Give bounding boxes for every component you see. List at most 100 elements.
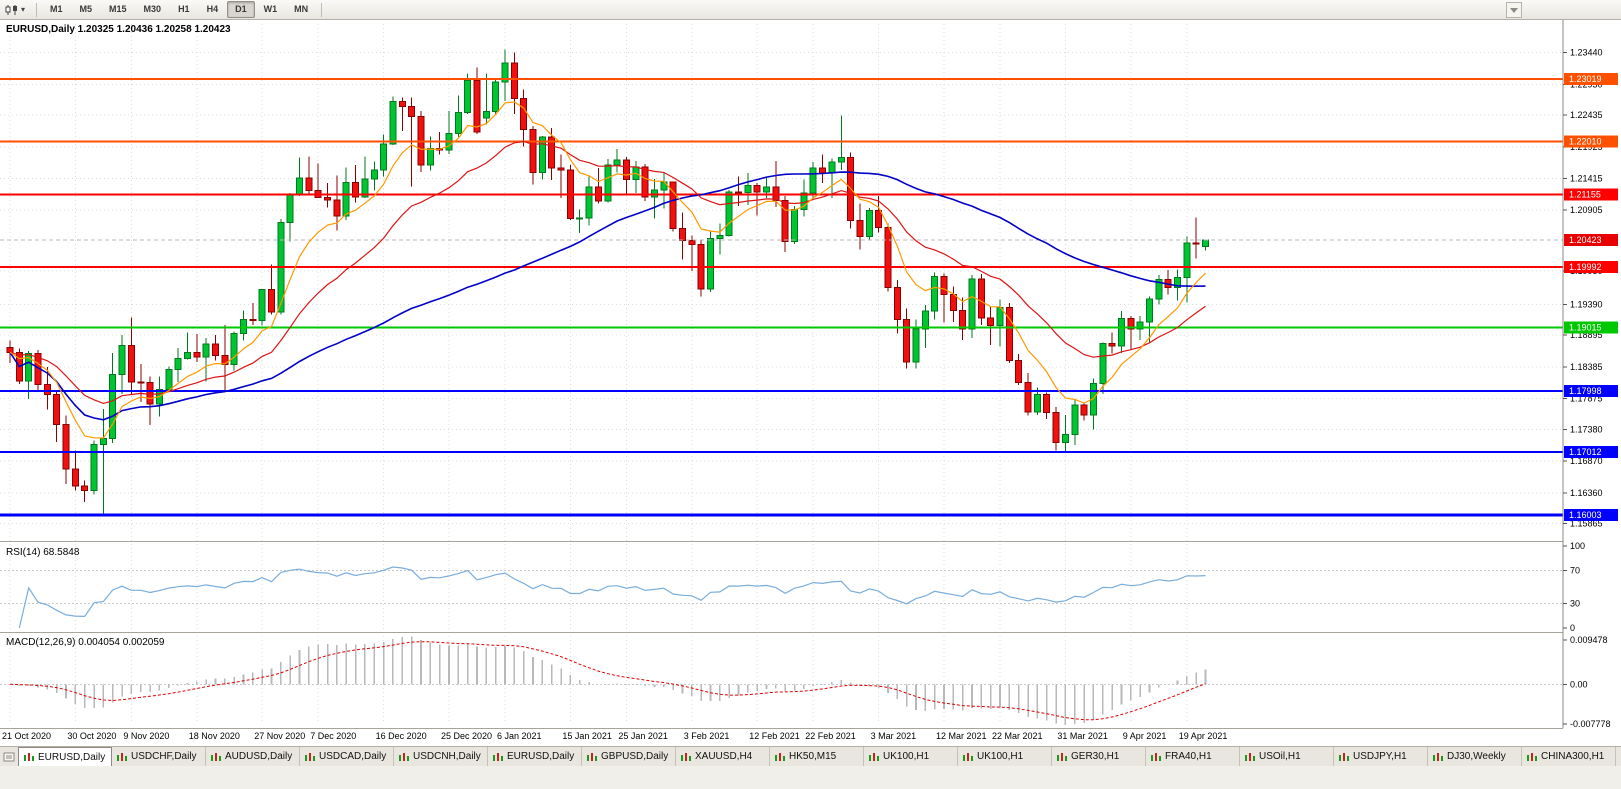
chart-window-icon — [1057, 752, 1067, 762]
panel-separators[interactable] — [0, 541, 1621, 729]
rsi-line — [18, 566, 1206, 629]
candle-body — [707, 238, 714, 290]
level-price-tag — [1564, 508, 1618, 521]
candle-body — [1202, 239, 1209, 247]
chart-tab[interactable]: USDCAD,Daily — [300, 747, 394, 766]
candlestick-series — [6, 49, 1209, 514]
moving-average-lines — [9, 101, 1206, 439]
candle-body — [174, 358, 182, 371]
candle-body — [538, 136, 546, 174]
candle-body — [380, 143, 388, 171]
chart-tab[interactable]: EURUSD,Daily — [18, 747, 112, 766]
chart-tab[interactable]: AUDUSD,Daily — [206, 747, 300, 766]
candle-body — [333, 199, 341, 217]
timeframe-button-m15[interactable]: M15 — [109, 4, 127, 14]
level-price-tag — [1564, 321, 1618, 334]
candle-body — [492, 81, 500, 113]
dropdown-arrow-icon[interactable]: ▾ — [21, 5, 26, 14]
chart-tab[interactable]: FRA40,H1 — [1146, 747, 1240, 766]
candle-body — [903, 318, 911, 363]
candle-body — [1043, 394, 1051, 414]
chart-tab[interactable]: USOil,H1 — [1240, 747, 1334, 766]
candle-body — [585, 186, 593, 219]
price-axis-label: 1.22435 — [1570, 110, 1603, 120]
timeframe-button-m1[interactable]: M1 — [50, 4, 63, 14]
price-axis-label: 1.23440 — [1570, 48, 1603, 58]
candle-body — [464, 80, 472, 113]
chart-tab-label: GER30,H1 — [1071, 751, 1120, 762]
toolbar-separator — [36, 2, 37, 17]
chart-tab[interactable]: EURUSD,Daily — [488, 747, 582, 766]
toolbar-separator — [321, 2, 323, 17]
chart-window-icon — [1245, 752, 1255, 762]
candle-body — [127, 344, 135, 383]
candle-body — [240, 318, 247, 335]
macd-indicator-label: MACD(12,26,9) 0.004054 0.002059 — [6, 637, 165, 648]
candle-body — [286, 194, 294, 223]
chart-tab[interactable]: GER30,H1 — [1052, 747, 1146, 766]
candle-body — [370, 169, 378, 180]
timeframe-button-h1[interactable]: H1 — [178, 4, 190, 14]
timeframe-button-mn[interactable]: MN — [294, 4, 309, 14]
time-axis-label: 15 Jan 2021 — [562, 731, 612, 741]
price-axis-label: 1.17380 — [1570, 424, 1603, 434]
window-list-icon[interactable] — [0, 747, 18, 766]
candle-body — [931, 275, 939, 312]
chart-tab-label: UK100,H1 — [977, 751, 1024, 762]
chart-tab[interactable]: GBPUSD,Daily — [582, 747, 676, 766]
candle-body — [165, 369, 173, 391]
candle-body — [520, 98, 528, 131]
chart-window-icon — [493, 752, 503, 762]
chart-window-icon — [775, 752, 785, 762]
candle-body — [398, 101, 406, 108]
timeframe-button-h4[interactable]: H4 — [206, 4, 219, 14]
time-axis-label: 16 Dec 2020 — [376, 731, 427, 741]
chart-window-icon — [211, 752, 221, 762]
candle-body — [744, 185, 752, 194]
chart-tab-label: CHINA300,H1 — [1541, 751, 1605, 762]
price-axis[interactable]: 1.234401.229301.224351.219251.214151.209… — [1562, 20, 1621, 746]
time-axis[interactable]: 21 Oct 2020 30 Oct 2020 9 Nov 2020 18 Nov 2… — [2, 731, 1227, 741]
candle-body — [118, 344, 126, 376]
chart-tab[interactable]: USDCNH,Daily — [394, 747, 488, 766]
chart-tab[interactable]: HK50,M15 — [770, 747, 864, 766]
chart-tab[interactable]: XAUUSD,H4 — [676, 747, 770, 766]
chart-style-icon[interactable] — [3, 2, 21, 18]
candle-body — [1192, 242, 1200, 245]
candle-body — [856, 220, 864, 238]
chart-tab[interactable]: UK100,H1 — [864, 747, 958, 766]
time-axis-label: 12 Feb 2021 — [749, 731, 800, 741]
time-axis-label: 7 Dec 2020 — [310, 731, 356, 741]
timeframe-button-m30[interactable]: M30 — [143, 4, 162, 14]
level-price-tag-label: 1.19992 — [1569, 262, 1602, 272]
level-price-tag — [1564, 188, 1618, 201]
chart-window-icon — [1151, 752, 1161, 762]
candle-body — [305, 177, 313, 192]
candle-body — [1099, 343, 1107, 384]
chart-tab[interactable]: U — [1616, 747, 1621, 766]
horizontal-level-lines[interactable] — [0, 77, 1563, 517]
chart-shift-button[interactable] — [1506, 2, 1522, 18]
ma-fast-line — [9, 101, 1206, 439]
candle-body — [893, 287, 901, 320]
chart-tab[interactable]: DJ30,Weekly — [1428, 747, 1522, 766]
chart-tab[interactable]: UK100,H1 — [958, 747, 1052, 766]
timeframe-button-m5[interactable]: M5 — [79, 4, 93, 14]
price-axis-label: 1.19390 — [1570, 299, 1603, 309]
chart-tab[interactable]: USDCHF,Daily — [112, 747, 206, 766]
timeframe-button-w1[interactable]: W1 — [263, 4, 278, 14]
chart-window-icon — [1433, 752, 1443, 762]
chart-tab[interactable]: CHINA300,H1 — [1522, 747, 1616, 766]
candle-body — [81, 485, 89, 491]
candle-body — [604, 164, 612, 202]
timeframe-button-d1[interactable]: D1 — [227, 1, 255, 18]
candle-body — [426, 147, 434, 166]
chart-tab[interactable]: USDJPY,H1 — [1334, 747, 1428, 766]
timeframe-toolbar: ▾ M1 M5 M15 M30 H1 H4 D1 W1 MN — [0, 0, 1621, 20]
candle-body — [977, 278, 985, 319]
status-strip — [0, 766, 1621, 789]
candle-body — [62, 423, 70, 470]
candle-body — [1183, 242, 1191, 279]
candle-body — [959, 310, 967, 330]
